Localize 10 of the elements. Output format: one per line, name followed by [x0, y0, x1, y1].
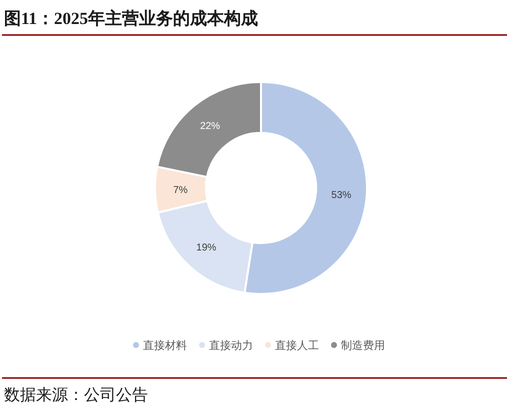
data-label: 53% — [331, 190, 352, 201]
source-note: 数据来源：公司公告 — [4, 386, 148, 404]
legend-label: 直接动力 — [209, 339, 253, 352]
legend-label: 制造费用 — [341, 339, 385, 352]
data-label: 19% — [196, 242, 216, 254]
legend-label: 直接人工 — [275, 339, 319, 352]
legend-label: 直接材料 — [143, 339, 187, 352]
data-label: 7% — [173, 184, 188, 196]
data-label: 22% — [200, 121, 220, 132]
chart-title: 图11：2025年主营业务的成本构成 — [4, 9, 258, 28]
